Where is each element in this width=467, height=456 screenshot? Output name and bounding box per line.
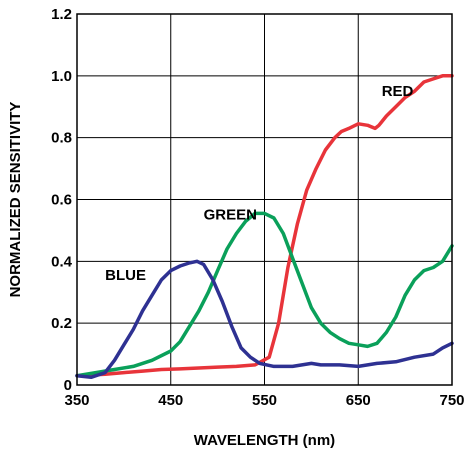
y-tick-label: 0.8 xyxy=(51,130,72,147)
x-tick-label: 350 xyxy=(64,392,89,409)
y-tick-labels: 0 0.2 0.4 0.6 0.8 1.0 1.2 xyxy=(51,6,73,394)
x-tick-label: 650 xyxy=(346,392,371,409)
x-tick-label: 450 xyxy=(158,392,183,409)
x-tick-label: 750 xyxy=(439,392,464,409)
series-layer xyxy=(75,74,454,380)
series-label-blue: BLUE xyxy=(105,267,146,284)
plot-frame xyxy=(76,13,453,386)
series-label-green: GREEN xyxy=(204,207,257,224)
x-tick-label: 550 xyxy=(252,392,277,409)
series-line-blue xyxy=(75,259,454,380)
series-line-red xyxy=(75,74,454,378)
series-line-green xyxy=(75,211,454,378)
series-label-red: RED xyxy=(382,83,414,100)
y-tick-label: 0 xyxy=(64,377,72,394)
x-tick-labels: 350 450 550 650 750 xyxy=(64,392,464,409)
y-axis-title: NORMALIZED SENSITIVITY xyxy=(7,102,24,298)
y-tick-label: 1.2 xyxy=(51,6,72,23)
y-tick-label: 1.0 xyxy=(51,68,72,85)
series-labels: RED GREEN BLUE xyxy=(105,83,413,284)
y-tick-label: 0.4 xyxy=(51,253,73,270)
y-tick-label: 0.6 xyxy=(51,192,72,209)
y-tick-label: 0.2 xyxy=(51,315,72,332)
x-axis-title: WAVELENGTH (nm) xyxy=(194,432,335,449)
